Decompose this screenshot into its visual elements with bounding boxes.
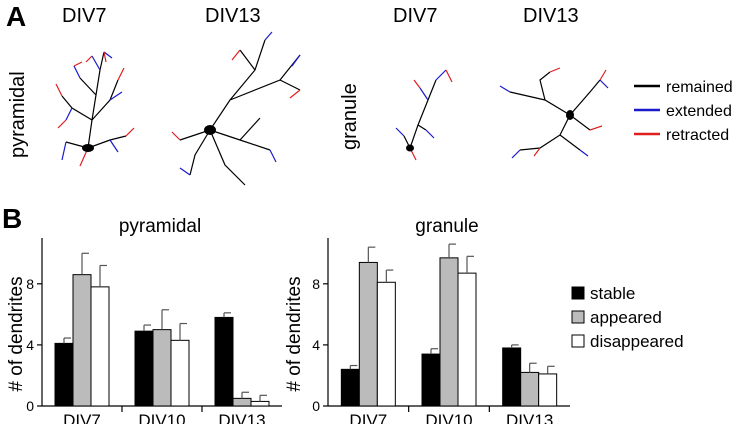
x-category-label: DIV7 (349, 411, 387, 424)
legend-label-remained: remained (666, 79, 733, 96)
bar-stable (502, 347, 522, 407)
y-axis-label-granule: # of dendrites (284, 276, 305, 391)
column-title-div7-pyramidal: DIV7 (62, 5, 106, 27)
legend-swatch-appeared (571, 310, 585, 324)
bar-stable (134, 330, 154, 407)
panel-a-legend: remained extended retracted (634, 79, 733, 144)
x-category-label: DIV10 (425, 411, 472, 424)
legend-swatch-stable (571, 286, 585, 300)
bar-chart-pyramidal: 0 4 8 DIV7 DIV10 DIV13 (26, 238, 282, 424)
row-title-granule: granule (339, 83, 361, 150)
legend-label-disappeared: disappeared (590, 332, 684, 351)
bar-appeared (520, 371, 540, 407)
legend-label-retracted: retracted (666, 127, 729, 144)
bar-appeared (232, 397, 252, 407)
neuron-tracing-granule-div7 (395, 69, 453, 161)
legend-label-extended: extended (666, 103, 732, 120)
bar-disappeared (376, 281, 396, 407)
bar-appeared (72, 274, 92, 407)
legend-swatch-disappeared (571, 334, 585, 348)
bar-stable (54, 342, 74, 407)
legend-label-stable: stable (590, 284, 635, 303)
column-title-div7-granule: DIV7 (393, 5, 437, 27)
bar-stable (340, 368, 360, 407)
chart-title-granule: granule (415, 216, 478, 237)
bar-disappeared (250, 400, 270, 407)
x-category-label: DIV10 (138, 411, 185, 424)
bar-appeared (152, 329, 172, 407)
bar-disappeared (538, 373, 558, 407)
x-category-label: DIV13 (506, 411, 553, 424)
bar-chart-granule: 0 4 8 DIV7 DIV10 DIV13 (312, 238, 570, 424)
neuron-tracing-pyramidal-div7 (55, 51, 135, 167)
bar-appeared (358, 261, 378, 407)
x-category-label: DIV13 (218, 411, 265, 424)
bar-stable (214, 316, 234, 407)
chart-title-pyramidal: pyramidal (119, 216, 201, 237)
column-title-div13-pyramidal: DIV13 (205, 5, 261, 27)
y-axis-label-pyramidal: # of dendrites (6, 276, 27, 391)
panel-b-legend: stable appeared disappeared (571, 284, 684, 351)
y-tick-label: 4 (26, 337, 34, 353)
column-title-div13-granule: DIV13 (523, 5, 579, 27)
legend-label-appeared: appeared (590, 308, 662, 327)
neuron-tracing-granule-div13 (499, 67, 609, 159)
y-tick-label: 4 (312, 337, 320, 353)
y-tick-label: 0 (26, 398, 34, 414)
y-tick-label: 8 (26, 276, 34, 292)
bar-disappeared (170, 339, 190, 407)
row-title-pyramidal: pyramidal (7, 71, 29, 158)
bar-appeared (439, 257, 459, 407)
bar-disappeared (90, 286, 110, 407)
bar-stable (421, 353, 441, 407)
x-category-label: DIV7 (63, 411, 101, 424)
panel-b-letter: B (2, 203, 22, 234)
neuron-tracing-pyramidal-div13 (171, 31, 301, 186)
y-tick-label: 0 (312, 398, 320, 414)
y-tick-label: 8 (312, 276, 320, 292)
bar-disappeared (457, 272, 477, 407)
panel-a-letter: A (6, 1, 26, 32)
